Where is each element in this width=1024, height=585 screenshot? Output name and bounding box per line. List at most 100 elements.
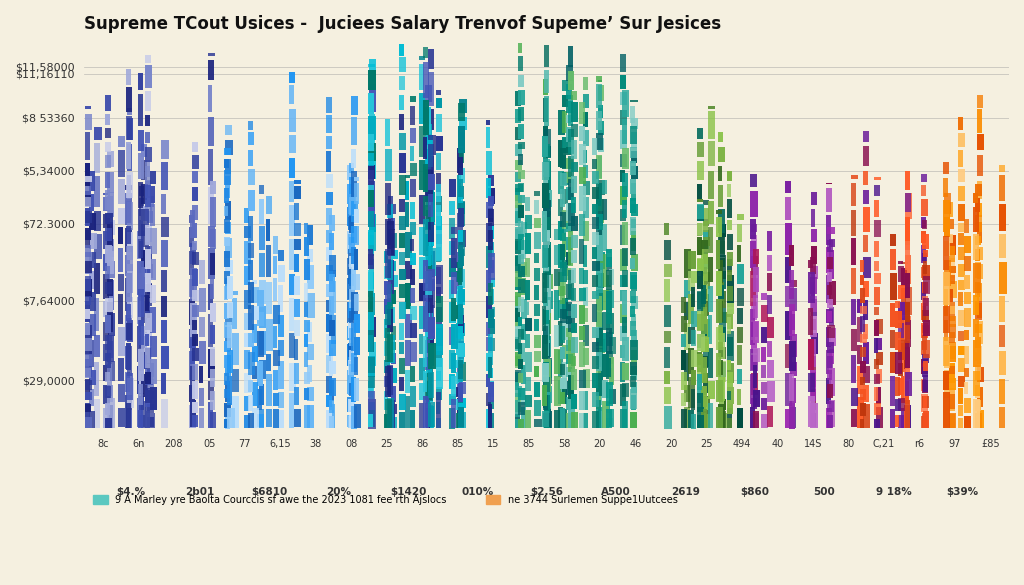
Bar <box>191 364 198 380</box>
Bar <box>141 355 146 369</box>
Bar <box>147 297 152 306</box>
Bar <box>568 71 574 90</box>
Bar <box>144 91 151 111</box>
Bar <box>975 412 982 428</box>
Bar <box>593 373 598 388</box>
Bar <box>85 211 92 223</box>
Bar <box>145 270 151 283</box>
Bar <box>458 208 464 227</box>
Bar <box>753 365 758 388</box>
Bar <box>785 257 791 283</box>
Bar <box>326 151 331 172</box>
Bar <box>89 411 94 428</box>
Bar <box>425 205 431 230</box>
Bar <box>825 183 831 184</box>
Text: 2619: 2619 <box>671 487 699 497</box>
Bar <box>702 294 710 316</box>
Bar <box>199 340 206 364</box>
Bar <box>515 195 522 208</box>
Bar <box>944 241 950 256</box>
Bar <box>964 368 969 377</box>
Bar <box>609 312 614 334</box>
Bar <box>423 260 428 291</box>
Bar <box>785 311 792 340</box>
Bar <box>485 322 490 336</box>
Bar <box>245 313 252 330</box>
Bar <box>535 253 540 263</box>
Bar <box>691 414 696 428</box>
Bar <box>767 381 774 402</box>
Bar <box>525 352 532 372</box>
Bar <box>419 126 426 157</box>
Bar <box>487 188 495 204</box>
Bar <box>348 274 353 286</box>
Bar <box>105 353 112 367</box>
Bar <box>873 338 879 353</box>
Bar <box>922 282 926 300</box>
Bar <box>348 233 352 245</box>
Bar <box>449 218 455 239</box>
Bar <box>456 286 461 302</box>
Bar <box>162 270 167 292</box>
Bar <box>138 320 143 345</box>
Bar <box>410 202 415 219</box>
Bar <box>697 238 701 254</box>
Bar <box>384 414 390 428</box>
Bar <box>426 234 431 252</box>
Bar <box>606 291 612 324</box>
Bar <box>162 373 166 394</box>
Bar <box>859 388 865 400</box>
Bar <box>85 252 92 274</box>
Bar <box>423 395 429 428</box>
Bar <box>593 187 599 199</box>
Bar <box>353 314 360 333</box>
Bar <box>851 267 856 294</box>
Bar <box>751 309 756 345</box>
Bar <box>347 258 351 275</box>
Bar <box>347 302 353 323</box>
Bar <box>289 298 294 331</box>
Bar <box>265 319 272 351</box>
Bar <box>391 250 398 259</box>
Bar <box>977 387 983 407</box>
Bar <box>223 238 230 246</box>
Bar <box>598 407 603 428</box>
Bar <box>688 349 693 374</box>
Bar <box>449 280 454 299</box>
Bar <box>369 64 375 67</box>
Bar <box>621 304 628 323</box>
Bar <box>257 290 264 307</box>
Bar <box>385 282 391 302</box>
Bar <box>517 142 524 149</box>
Bar <box>898 302 905 320</box>
Bar <box>975 283 981 297</box>
Bar <box>606 418 612 428</box>
Bar <box>517 343 522 355</box>
Bar <box>144 333 150 346</box>
Bar <box>85 379 90 400</box>
Bar <box>138 352 145 368</box>
Bar <box>410 146 414 161</box>
Bar <box>904 315 910 339</box>
Bar <box>307 293 314 318</box>
Bar <box>904 254 911 284</box>
Bar <box>810 296 817 312</box>
Bar <box>593 171 599 184</box>
Bar <box>190 211 196 238</box>
Bar <box>351 149 356 168</box>
Bar <box>347 165 351 180</box>
Bar <box>485 202 493 218</box>
Bar <box>162 346 169 369</box>
Bar <box>898 415 904 428</box>
Bar <box>384 266 391 279</box>
Bar <box>517 154 523 165</box>
Bar <box>554 410 561 428</box>
Bar <box>596 373 602 397</box>
Bar <box>369 400 376 429</box>
Bar <box>329 295 334 315</box>
Bar <box>873 287 881 305</box>
Bar <box>399 44 403 56</box>
Bar <box>105 283 112 294</box>
Bar <box>144 65 152 88</box>
Bar <box>404 314 412 338</box>
